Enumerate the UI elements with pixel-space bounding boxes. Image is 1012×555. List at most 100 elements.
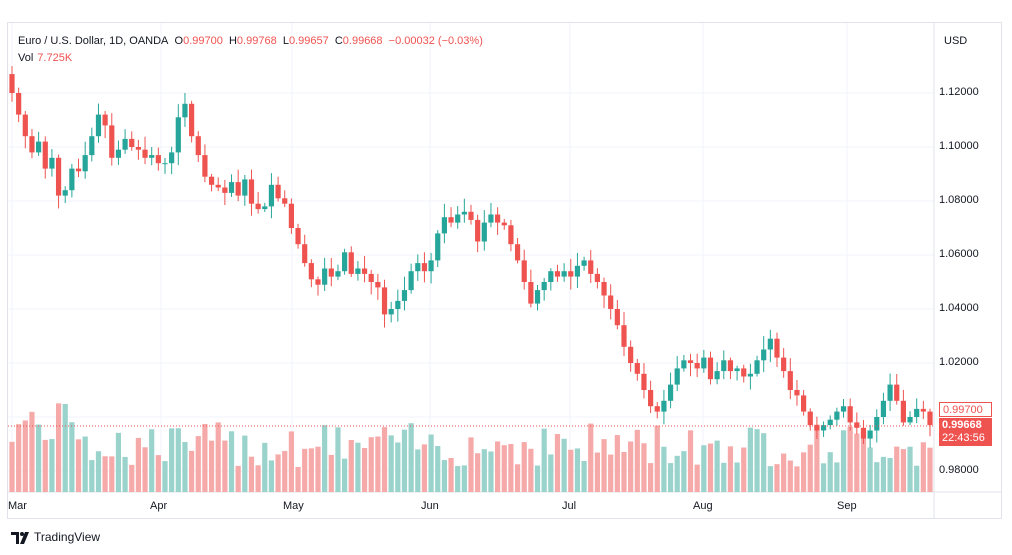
candle-body — [189, 103, 195, 137]
candle-body — [42, 141, 48, 169]
volume-bar — [927, 447, 933, 492]
volume-bar — [355, 442, 361, 492]
volume-bar — [16, 424, 22, 492]
price-tick-label: 1.12000 — [939, 86, 979, 98]
volume-bar — [115, 432, 122, 492]
volume-bar — [308, 448, 314, 492]
volume-bar — [62, 403, 68, 492]
volume-bar — [801, 452, 807, 492]
candle-body — [268, 184, 275, 207]
candle-body — [661, 400, 667, 412]
volume-bar — [721, 462, 727, 492]
volume-bar — [29, 411, 35, 492]
volume-bar — [880, 456, 887, 492]
volume-bar — [95, 451, 102, 492]
volume-bar — [681, 451, 687, 492]
volume-bar — [874, 462, 880, 492]
volume-bar — [215, 422, 221, 492]
volume-bar — [608, 454, 614, 492]
volume-bar — [295, 466, 301, 492]
volume-bar — [594, 452, 600, 492]
volume-bar — [202, 423, 208, 492]
candle-body — [302, 244, 308, 264]
candle-body — [667, 384, 674, 401]
volume-bar — [395, 442, 401, 492]
volume-bar — [501, 445, 507, 492]
candle-body — [255, 203, 261, 210]
volume-bar — [268, 460, 275, 492]
candle-body — [208, 176, 215, 185]
candle-body — [488, 214, 494, 223]
candle-body — [867, 430, 873, 439]
low-value: 0.99657 — [288, 35, 329, 47]
volume-bar — [807, 444, 813, 492]
candle-body — [847, 406, 853, 423]
candle-body — [9, 74, 15, 93]
candle-body — [401, 290, 408, 301]
volume-bar — [741, 447, 747, 492]
price-tick-label: 1.08000 — [939, 194, 979, 206]
volume-bar — [435, 445, 441, 492]
candle-body — [109, 125, 115, 158]
candle-body — [122, 138, 128, 150]
volume-bar — [581, 460, 587, 492]
volume-bar — [75, 439, 82, 492]
volume-bar — [767, 466, 773, 492]
candle-body — [541, 282, 547, 291]
candle-body — [920, 408, 926, 412]
high-value: 0.99768 — [236, 35, 277, 47]
volume-bar — [614, 435, 620, 492]
volume-bar — [82, 436, 88, 492]
volume-bar — [182, 442, 188, 492]
candle-body — [142, 149, 148, 158]
symbol-title[interactable]: Euro / U.S. Dollar, 1D, OANDA — [18, 35, 169, 47]
candle-body — [648, 390, 654, 407]
candle-body — [747, 373, 753, 377]
candle-body — [335, 271, 341, 277]
candle-body — [328, 268, 334, 277]
candle-body — [894, 384, 900, 401]
volume-bar — [315, 446, 321, 492]
candle-body — [355, 268, 361, 274]
volume-bar — [328, 454, 334, 492]
volume-bar — [687, 430, 694, 492]
price-tick-label: 1.02000 — [939, 356, 979, 368]
candle-body — [707, 357, 714, 380]
low-label: L — [282, 35, 289, 47]
candle-body — [794, 390, 800, 396]
month-tick-label: Sep — [837, 500, 857, 512]
volume-bar — [22, 420, 28, 492]
candle-body — [16, 93, 22, 115]
candle-body — [215, 184, 221, 188]
volume-bar — [448, 457, 454, 492]
candle-body — [594, 273, 600, 282]
candle-body — [608, 295, 614, 309]
candle-body — [115, 149, 122, 158]
volume-bar — [242, 435, 248, 492]
volume-bar — [774, 464, 780, 492]
volume-bar — [322, 425, 328, 492]
open-label: O — [174, 35, 184, 47]
candle-body — [521, 260, 527, 282]
month-tick-label: Aug — [693, 500, 713, 512]
volume-bar — [900, 449, 906, 492]
candle-body — [581, 260, 587, 266]
high-label: H — [228, 35, 237, 47]
volume-bar — [282, 450, 288, 492]
volume-bar — [368, 437, 374, 492]
volume-bar — [288, 431, 294, 492]
candle-body — [860, 427, 867, 439]
candle-body — [787, 371, 793, 390]
tradingview-brand[interactable]: TradingView — [11, 530, 100, 544]
candle-body — [55, 157, 62, 196]
volume-bar — [781, 453, 787, 492]
volume-bar — [508, 444, 514, 492]
candle-body — [767, 338, 773, 350]
volume-bar — [208, 440, 215, 492]
volume-bar — [428, 434, 434, 492]
month-tick-label: Mar — [8, 500, 27, 512]
candle-body — [102, 114, 108, 126]
tradingview-logo-icon — [11, 531, 29, 544]
volume-bar — [794, 466, 800, 492]
